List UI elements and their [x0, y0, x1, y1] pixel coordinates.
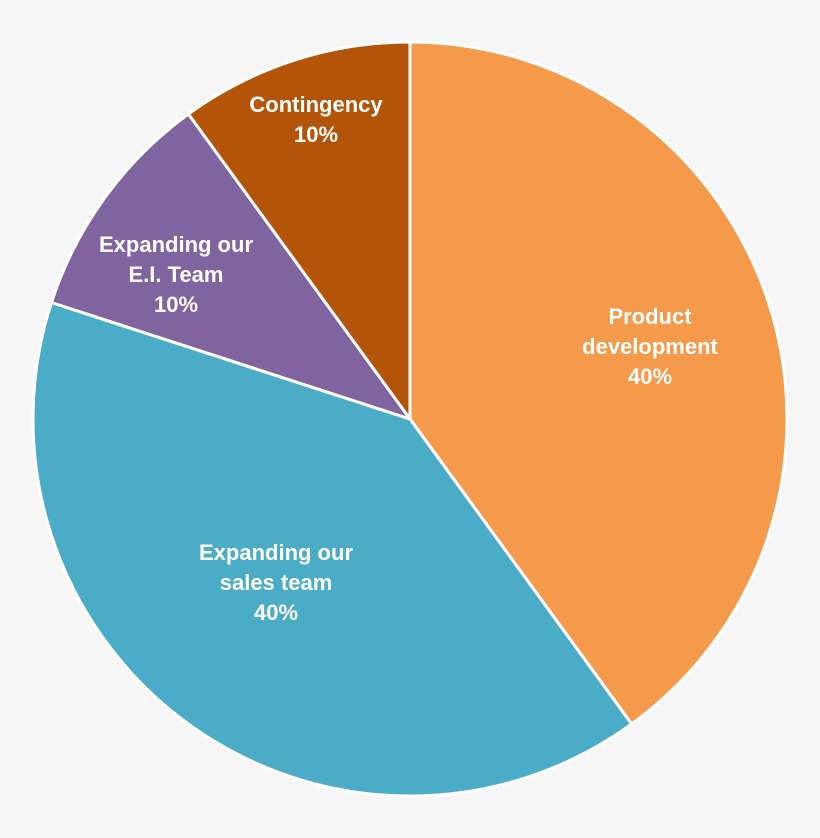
pie-slice-expanding-sales-team	[31, 301, 634, 798]
slice-name-line: development	[582, 334, 718, 359]
slice-value-label: 40%	[254, 600, 298, 625]
slice-label-contingency: Contingency 10%	[249, 92, 383, 147]
slice-name-line: Contingency	[249, 92, 383, 117]
slice-name-line: Expanding our	[99, 232, 253, 257]
pie-slice-contingency	[186, 40, 412, 421]
slice-value-label: 10%	[294, 122, 338, 147]
slice-name-line: E.I. Team	[129, 262, 224, 287]
slice-label-expanding-ei-team: Expanding our E.I. Team 10%	[99, 232, 253, 317]
slice-name-line: Expanding our	[199, 540, 353, 565]
slice-value-label: 10%	[154, 292, 198, 317]
pie-labels: Product development 40% Expanding our sales …	[99, 92, 719, 625]
slice-name-line: sales team	[220, 570, 333, 595]
slice-label-expanding-sales-team: Expanding our sales team 40%	[199, 540, 353, 625]
slice-value-label: 40%	[628, 364, 672, 389]
slice-label-product-development: Product development 40%	[582, 304, 718, 389]
slice-name-line: Product	[608, 304, 692, 329]
pie-slice-product-development	[408, 40, 789, 726]
pie-slices	[31, 40, 789, 798]
pie-slice-expanding-ei-team	[49, 112, 412, 421]
